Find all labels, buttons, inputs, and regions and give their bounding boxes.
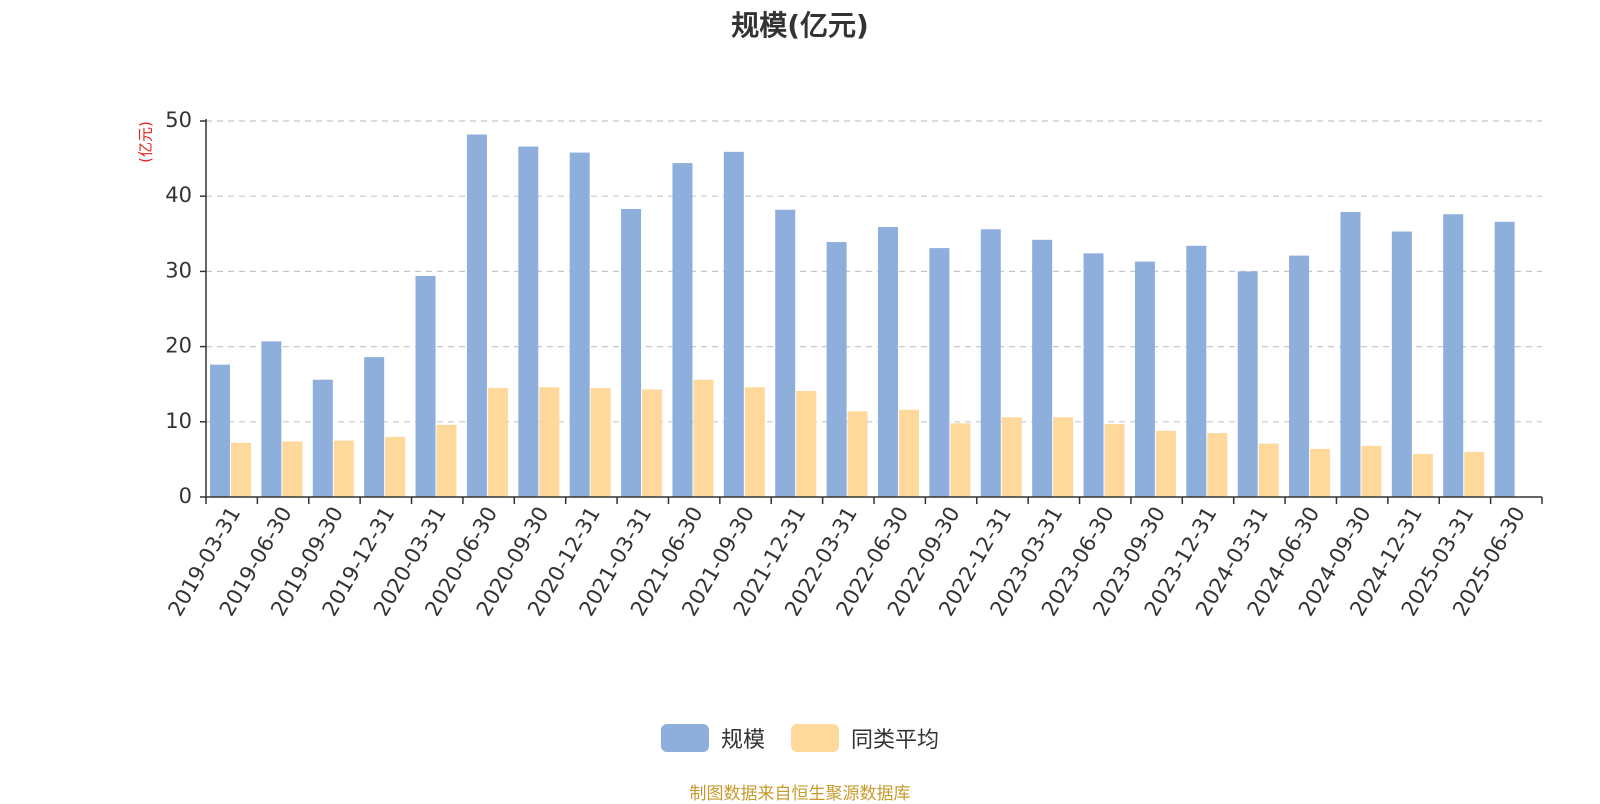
source-note: 制图数据来自恒生聚源数据库 [689, 784, 911, 804]
bar-series-2[interactable] [1361, 445, 1382, 497]
bar-series-1[interactable] [1032, 239, 1053, 498]
bar-series-2[interactable] [333, 440, 354, 497]
bar-series-1[interactable] [1391, 231, 1412, 497]
chart-title: 规模(亿元) [731, 9, 869, 42]
bar-series-1[interactable] [261, 341, 282, 497]
bar-series-1[interactable] [1134, 261, 1155, 497]
bar-series-1[interactable] [210, 364, 230, 497]
bar-series-2[interactable] [1207, 433, 1228, 497]
y-tick-label: 30 [165, 258, 192, 282]
y-tick-label: 20 [165, 334, 192, 358]
bar-series-2[interactable] [436, 424, 457, 497]
bar-series-2[interactable] [539, 387, 560, 497]
bar-series-2[interactable] [1001, 417, 1022, 497]
bar-series-2[interactable] [1258, 443, 1279, 497]
bar-series-1[interactable] [1289, 255, 1310, 497]
legend-item-series-1[interactable]: 规模 [660, 722, 765, 754]
bar-series-1[interactable] [775, 209, 796, 497]
bar-series-1[interactable] [878, 227, 898, 498]
y-axis-label: (亿元) [137, 121, 155, 163]
bar-series-2[interactable] [796, 390, 817, 497]
bar-series-1[interactable] [1340, 211, 1361, 497]
bar-series-2[interactable] [1310, 448, 1331, 497]
bar-series-1[interactable] [1494, 221, 1515, 497]
bar-series-1[interactable] [1186, 245, 1207, 497]
bar-series-2[interactable] [847, 411, 868, 497]
bar-series-1[interactable] [1237, 271, 1258, 497]
bars [210, 134, 1515, 498]
bar-series-2[interactable] [231, 442, 251, 497]
bar-series-1[interactable] [1443, 214, 1464, 498]
bar-series-1[interactable] [312, 379, 333, 497]
bar-series-2[interactable] [385, 436, 406, 497]
bar-series-1[interactable] [672, 163, 693, 497]
bar-series-2[interactable] [1053, 417, 1074, 497]
legend-label-series-1: 规模 [720, 728, 765, 753]
bar-series-2[interactable] [744, 387, 765, 497]
bar-series-2[interactable] [693, 379, 714, 497]
bar-series-2[interactable] [282, 441, 303, 497]
bar-series-1[interactable] [364, 357, 385, 497]
bar-series-1[interactable] [415, 275, 436, 497]
legend: 规模 同类平均 [0, 722, 1600, 754]
bar-series-2[interactable] [642, 389, 663, 497]
bar-series-1[interactable] [826, 242, 847, 497]
bar-series-2[interactable] [899, 409, 919, 497]
bar-series-2[interactable] [487, 387, 508, 497]
bar-series-1[interactable] [723, 151, 744, 497]
legend-label-series-2: 同类平均 [851, 728, 940, 753]
bar-series-2[interactable] [590, 387, 611, 497]
bar-series-2[interactable] [950, 423, 971, 497]
legend-swatch-series-1 [660, 724, 709, 752]
bar-series-1[interactable] [518, 146, 539, 497]
y-tick-label: 40 [165, 183, 192, 207]
bar-series-2[interactable] [1104, 424, 1125, 497]
y-tick-label: 0 [179, 484, 192, 508]
bar-series-1[interactable] [929, 248, 950, 497]
bar-series-1[interactable] [980, 229, 1001, 497]
bar-series-1[interactable] [569, 152, 590, 498]
y-tick-label: 10 [165, 409, 192, 433]
bar-series-2[interactable] [1155, 430, 1176, 497]
legend-item-series-2[interactable]: 同类平均 [791, 722, 939, 754]
legend-swatch-series-2 [791, 724, 839, 752]
bar-series-1[interactable] [1083, 253, 1104, 497]
bar-series-2[interactable] [1464, 451, 1485, 497]
y-tick-label: 50 [165, 108, 192, 132]
bar-series-1[interactable] [621, 208, 642, 497]
bar-series-2[interactable] [1412, 454, 1433, 497]
bar-series-1[interactable] [466, 134, 487, 497]
